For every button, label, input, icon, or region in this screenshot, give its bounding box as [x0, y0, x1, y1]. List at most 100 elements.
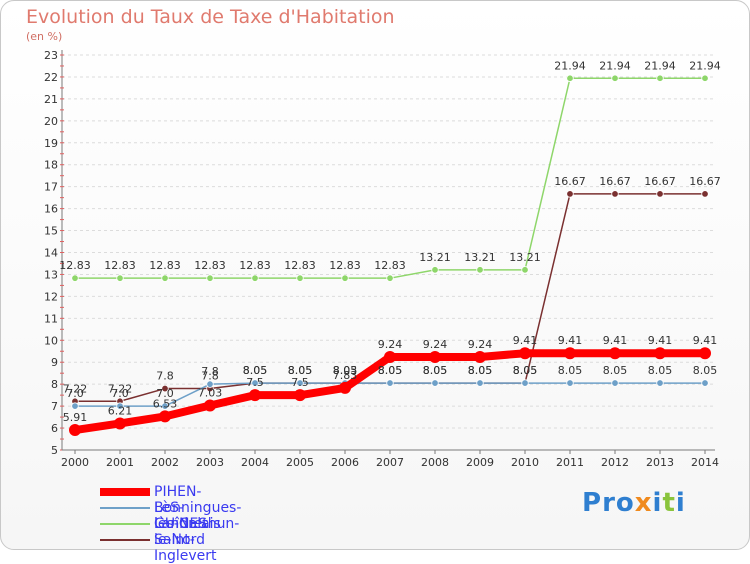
logo-text: Proxiti — [582, 488, 686, 518]
data-label: 12.83 — [284, 259, 316, 272]
data-point — [521, 379, 529, 387]
data-label: 6.53 — [153, 397, 178, 410]
data-point — [701, 190, 709, 198]
data-point — [114, 417, 126, 430]
data-label: 16.67 — [554, 175, 586, 188]
data-point — [251, 274, 259, 282]
data-point — [161, 402, 169, 410]
data-label: 9.41 — [693, 334, 718, 347]
data-point — [339, 381, 351, 394]
data-point — [476, 266, 484, 274]
data-label: 7.22 — [63, 382, 88, 395]
legend-swatch-pihen — [100, 488, 150, 496]
legend-label-landrethun: Landrethun-le-Nord — [154, 516, 240, 548]
x-tick-label: 2006 — [331, 456, 359, 469]
line-chart: 5 6 7 8 9 10 11 12 13 14 15 16 17 18 19 20 21 22 23 2000 200… — [44, 49, 721, 469]
data-point — [206, 274, 214, 282]
data-label: 12.83 — [104, 259, 136, 272]
data-label: 7.83 — [333, 369, 358, 382]
data-point — [384, 350, 396, 363]
data-label: 12.83 — [149, 259, 181, 272]
data-point — [251, 379, 259, 387]
y-tick-label: 18 — [44, 159, 58, 172]
data-label: 8.05 — [648, 364, 673, 377]
data-label: 16.67 — [644, 175, 676, 188]
y-tick-label: 9 — [51, 356, 58, 369]
y-tick-label: 14 — [44, 247, 58, 260]
data-label: 7.8 — [156, 370, 174, 383]
y-tick-label: 22 — [44, 71, 58, 84]
data-label: 8.05 — [333, 364, 358, 377]
data-label: 8.05 — [378, 364, 403, 377]
x-tick-label: 2003 — [196, 456, 224, 469]
data-label: 9.41 — [558, 334, 583, 347]
data-point — [566, 74, 574, 82]
data-point — [474, 350, 486, 363]
data-point — [699, 347, 711, 360]
data-point — [296, 274, 304, 282]
data-label: 9.24 — [378, 338, 403, 351]
data-label: 21.94 — [599, 59, 631, 72]
data-label: 7.5 — [291, 376, 309, 389]
data-label: 16.67 — [599, 175, 631, 188]
data-point — [431, 379, 439, 387]
x-tick-label: 2009 — [466, 456, 494, 469]
data-point — [161, 384, 169, 393]
data-label: 7.0 — [111, 387, 129, 400]
data-point — [656, 190, 664, 198]
data-point — [519, 347, 531, 360]
legend-swatch-landrethun — [100, 523, 150, 525]
data-point — [566, 190, 574, 198]
data-point — [386, 379, 394, 387]
chart-title: Evolution du Taux de Taxe d'Habitation — [26, 6, 395, 28]
data-label: 16.67 — [689, 175, 721, 188]
data-label: 12.83 — [374, 259, 406, 272]
x-tick-label: 2005 — [286, 456, 314, 469]
proxiti-logo[interactable]: Proxiti — [582, 488, 686, 518]
data-point — [71, 402, 79, 410]
legend-label-pihen: PIHEN-LèS-GUîNES — [154, 484, 208, 532]
data-point — [386, 274, 394, 282]
data-label: 9.41 — [648, 334, 673, 347]
data-point — [71, 274, 79, 282]
data-label: 9.41 — [513, 334, 538, 347]
data-point — [566, 379, 574, 387]
data-label: 9.41 — [603, 334, 628, 347]
y-tick-label: 23 — [44, 49, 58, 62]
y-tick-label: 12 — [44, 290, 58, 303]
data-point — [429, 350, 441, 363]
data-label: 8.05 — [603, 364, 628, 377]
data-label: 8.05 — [423, 364, 448, 377]
x-tick-label: 2000 — [61, 456, 89, 469]
x-tick-label: 2014 — [691, 456, 719, 469]
data-label: 8.05 — [558, 364, 583, 377]
data-point — [69, 424, 81, 437]
data-point — [564, 347, 576, 360]
legend-label-bonningues: Bonningues-lès-Calais — [154, 500, 242, 532]
data-point — [206, 380, 214, 388]
data-label: 8.03 — [333, 364, 358, 377]
x-tick-label: 2011 — [556, 456, 584, 469]
data-label: 12.83 — [329, 259, 361, 272]
data-label: 9.24 — [423, 338, 448, 351]
data-point — [611, 190, 619, 198]
data-point — [701, 379, 709, 387]
data-label: 12.83 — [239, 259, 271, 272]
data-label: 8.05 — [288, 364, 313, 377]
legend-swatch-saint-inglevert — [100, 539, 150, 541]
data-point — [656, 74, 664, 82]
data-point — [609, 347, 621, 360]
y-tick-label: 7 — [51, 400, 58, 413]
y-tick-label: 13 — [44, 268, 58, 281]
data-label: 12.83 — [194, 259, 226, 272]
data-point — [161, 274, 169, 282]
chart-unit-label: (en %) — [26, 30, 63, 43]
x-tick-label: 2010 — [511, 456, 539, 469]
data-point — [701, 74, 709, 82]
y-tick-label: 15 — [44, 225, 58, 238]
data-label: 8.05 — [423, 364, 448, 377]
data-point — [341, 274, 349, 282]
data-label: 8.05 — [288, 364, 313, 377]
data-label: 5.91 — [63, 411, 88, 424]
data-label: 7.22 — [108, 382, 133, 395]
